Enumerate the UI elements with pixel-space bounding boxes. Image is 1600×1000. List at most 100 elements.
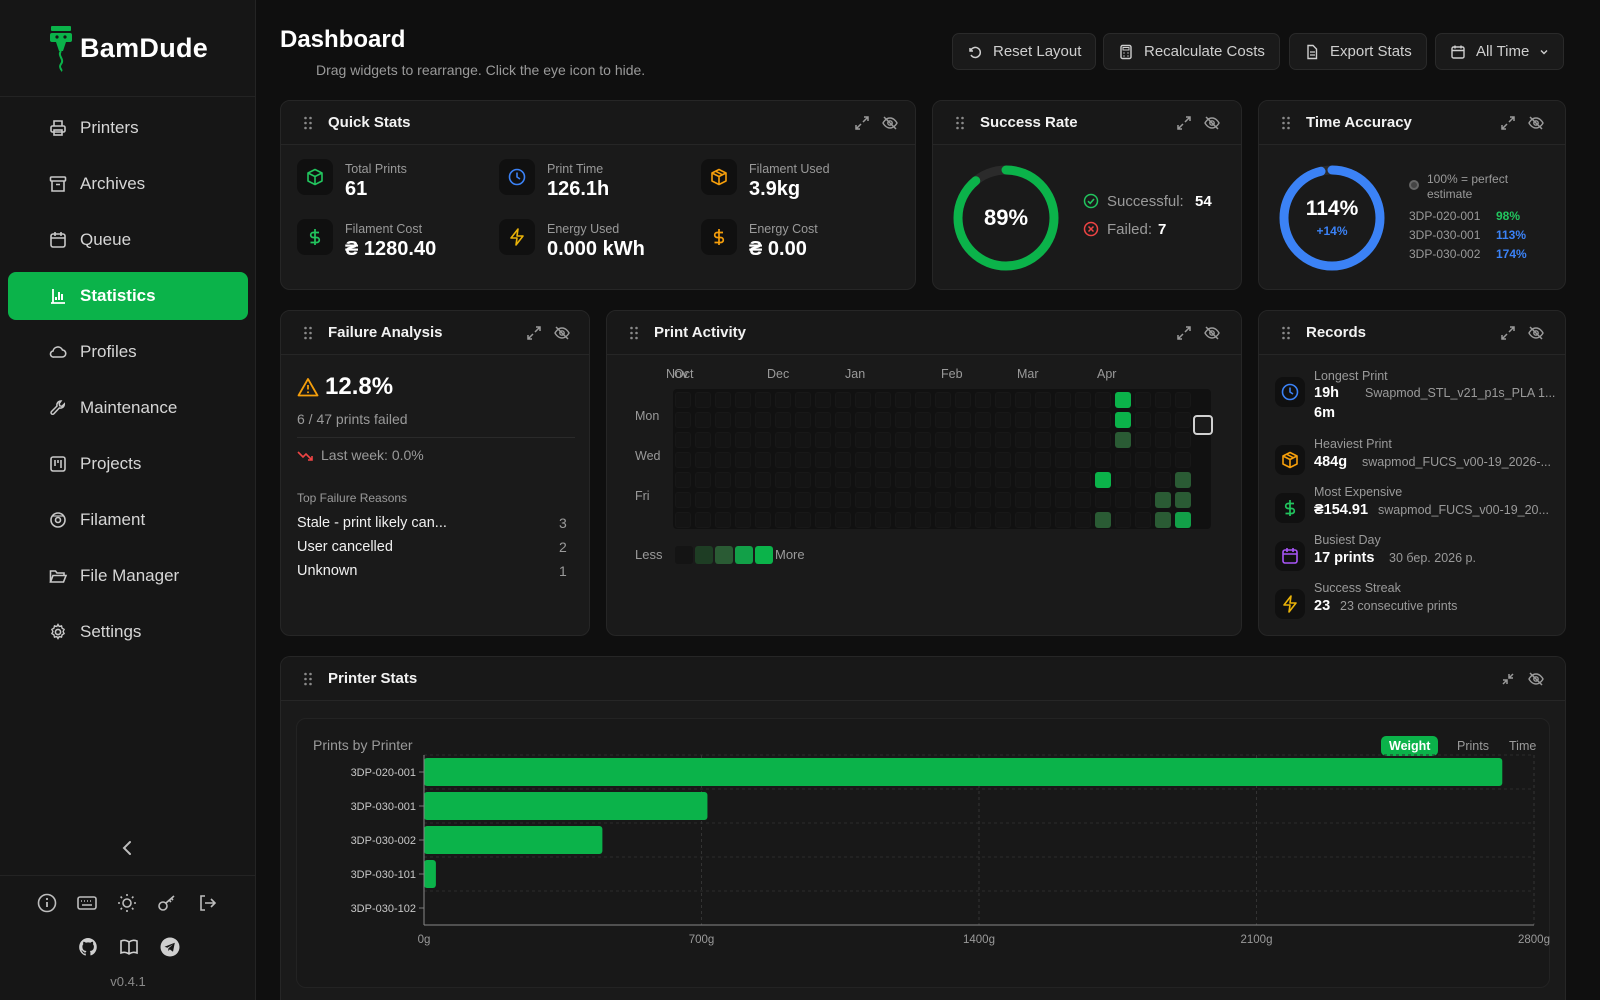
heatmap-cell[interactable] (695, 492, 711, 508)
heatmap-cell[interactable] (935, 412, 951, 428)
heatmap-cell[interactable] (915, 412, 931, 428)
heatmap-cell[interactable] (695, 472, 711, 488)
heatmap-cell[interactable] (1135, 492, 1151, 508)
heatmap-cell[interactable] (695, 512, 711, 528)
maximize-icon[interactable] (1499, 114, 1517, 132)
info-icon[interactable] (36, 892, 58, 914)
heatmap-cell[interactable] (1035, 472, 1051, 488)
heatmap-cell[interactable] (735, 512, 751, 528)
sidebar-item-printers[interactable]: Printers (8, 104, 248, 152)
heatmap-cell[interactable] (775, 492, 791, 508)
heatmap-cell[interactable] (875, 512, 891, 528)
heatmap-cell[interactable] (1155, 452, 1171, 468)
eye-off-icon[interactable] (881, 114, 899, 132)
heatmap-cell[interactable] (1055, 472, 1071, 488)
heatmap-cell[interactable] (1095, 472, 1111, 488)
heatmap-cell[interactable] (715, 452, 731, 468)
heatmap-cell[interactable] (835, 472, 851, 488)
heatmap-cell[interactable] (815, 392, 831, 408)
heatmap-cell[interactable] (755, 392, 771, 408)
book-icon[interactable] (118, 936, 140, 958)
heatmap-cell[interactable] (675, 492, 691, 508)
eye-off-icon[interactable] (553, 324, 571, 342)
heatmap-cell[interactable] (1155, 492, 1171, 508)
heatmap-cell[interactable] (775, 432, 791, 448)
heatmap-cell[interactable] (715, 512, 731, 528)
heatmap-cell[interactable] (775, 392, 791, 408)
heatmap-cell[interactable] (735, 452, 751, 468)
heatmap-cell[interactable] (775, 472, 791, 488)
heatmap-cell[interactable] (855, 512, 871, 528)
heatmap-cell[interactable] (835, 492, 851, 508)
heatmap-cell[interactable] (735, 492, 751, 508)
drag-handle-icon[interactable] (303, 116, 313, 130)
heatmap-cell[interactable] (1095, 492, 1111, 508)
heatmap-cell[interactable] (1175, 432, 1191, 448)
heatmap-cell[interactable] (755, 412, 771, 428)
heatmap-cell[interactable] (755, 452, 771, 468)
heatmap-cell[interactable] (955, 472, 971, 488)
drag-handle-icon[interactable] (303, 326, 313, 340)
heatmap-cell[interactable] (1095, 412, 1111, 428)
heatmap-cell[interactable] (815, 432, 831, 448)
heatmap-cell[interactable] (1015, 472, 1031, 488)
heatmap-cell[interactable] (1115, 432, 1131, 448)
heatmap-cell[interactable] (975, 392, 991, 408)
heatmap-cell[interactable] (975, 432, 991, 448)
heatmap-cell[interactable] (1055, 392, 1071, 408)
heatmap-cell[interactable] (1115, 412, 1131, 428)
heatmap-cell[interactable] (875, 452, 891, 468)
bar[interactable] (424, 826, 603, 854)
chart-tab-prints[interactable]: Prints (1457, 739, 1489, 753)
heatmap-cell[interactable] (935, 512, 951, 528)
heatmap-cell[interactable] (795, 412, 811, 428)
heatmap-cell[interactable] (895, 492, 911, 508)
sidebar-item-maintenance[interactable]: Maintenance (8, 384, 248, 432)
heatmap-cell[interactable] (955, 392, 971, 408)
heatmap-cell[interactable] (715, 492, 731, 508)
drag-handle-icon[interactable] (629, 326, 639, 340)
heatmap-cell[interactable] (1035, 392, 1051, 408)
export-stats-button[interactable]: Export Stats (1289, 33, 1427, 70)
sidebar-item-projects[interactable]: Projects (8, 440, 248, 488)
heatmap-cell[interactable] (835, 432, 851, 448)
heatmap-cell[interactable] (1015, 412, 1031, 428)
heatmap-cell[interactable] (1155, 512, 1171, 528)
heatmap-cell[interactable] (775, 412, 791, 428)
drag-handle-icon[interactable] (1281, 326, 1291, 340)
heatmap-cell[interactable] (675, 452, 691, 468)
chevron-left-icon[interactable] (118, 838, 138, 858)
heatmap-cell[interactable] (1055, 512, 1071, 528)
bar[interactable] (424, 860, 436, 888)
heatmap-cell[interactable] (695, 452, 711, 468)
heatmap-cell[interactable] (735, 392, 751, 408)
heatmap-cell[interactable] (875, 392, 891, 408)
minimize-icon[interactable] (1499, 670, 1517, 688)
heatmap-cell[interactable] (935, 492, 951, 508)
heatmap-cell[interactable] (1035, 512, 1051, 528)
heatmap-cell[interactable] (995, 512, 1011, 528)
heatmap-cell[interactable] (695, 392, 711, 408)
heatmap-cell[interactable] (935, 432, 951, 448)
heatmap-cell[interactable] (1095, 432, 1111, 448)
heatmap-cell[interactable] (735, 432, 751, 448)
heatmap-cell[interactable] (895, 472, 911, 488)
heatmap-cell[interactable] (935, 452, 951, 468)
heatmap-cell[interactable] (695, 412, 711, 428)
heatmap-cell[interactable] (1115, 392, 1131, 408)
heatmap-cell[interactable] (795, 432, 811, 448)
heatmap-cell[interactable] (715, 472, 731, 488)
heatmap-cell[interactable] (895, 412, 911, 428)
heatmap-cell[interactable] (1175, 492, 1191, 508)
heatmap-cell[interactable] (895, 392, 911, 408)
heatmap-cell[interactable] (1135, 452, 1151, 468)
heatmap-cell[interactable] (995, 452, 1011, 468)
eye-off-icon[interactable] (1203, 324, 1221, 342)
heatmap-cell[interactable] (1035, 492, 1051, 508)
heatmap-cell[interactable] (775, 452, 791, 468)
keyboard-icon[interactable] (76, 892, 98, 914)
heatmap-cell[interactable] (875, 492, 891, 508)
drag-handle-icon[interactable] (955, 116, 965, 130)
heatmap-cell[interactable] (815, 512, 831, 528)
heatmap-cell[interactable] (955, 452, 971, 468)
